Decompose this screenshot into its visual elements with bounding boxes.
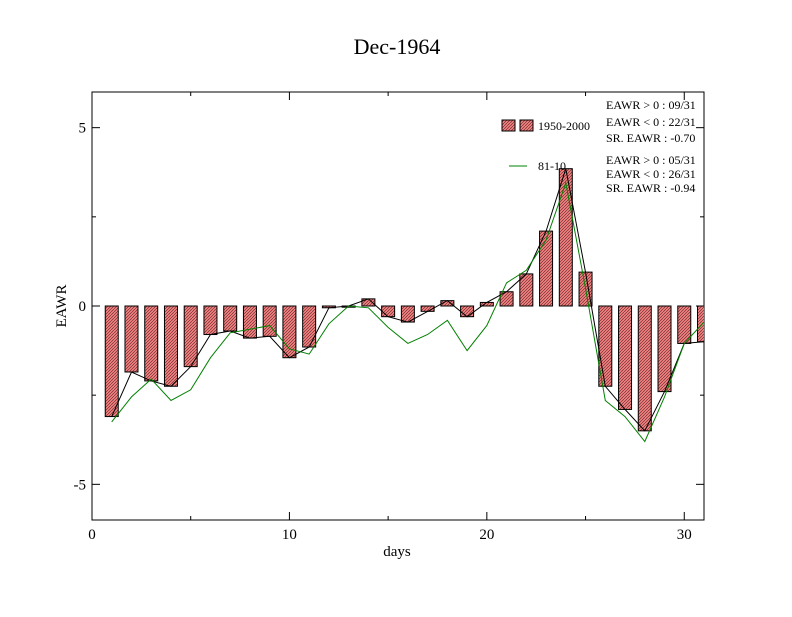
bar-day-15 (381, 305, 396, 318)
chart-title: Dec-1964 (354, 34, 441, 59)
bar-day-23 (539, 230, 554, 307)
bar-day-7 (223, 305, 238, 332)
x-tick-label: 0 (88, 527, 96, 543)
bar-day-5 (183, 305, 198, 368)
legend: 1950-2000 81-10 EAWR > 0 : 09/31 EAWR < 0 :… (501, 98, 696, 195)
plot-area (104, 168, 704, 443)
x-tick-label: 30 (677, 527, 692, 543)
x-tick-label: 20 (479, 527, 494, 543)
bar-day-11 (302, 305, 317, 348)
y-tick-label: 0 (79, 299, 87, 315)
bar-day-6 (203, 305, 218, 336)
bar-day-4 (163, 305, 178, 387)
bar-day-9 (262, 305, 277, 337)
bar-day-1 (104, 305, 119, 418)
x-axis-label: days (383, 544, 411, 560)
legend-bar-swatch (519, 119, 534, 132)
bar-day-24 (558, 168, 573, 307)
annotation-text: EAWR > 0 : 05/31 (606, 153, 696, 167)
annotation-text: SR. EAWR : -0.94 (606, 181, 695, 195)
bar-day-28 (637, 305, 652, 432)
bar-day-22 (519, 273, 534, 307)
x-tick-label: 10 (282, 527, 297, 543)
bar-day-27 (618, 305, 633, 410)
annotation-text: SR. EAWR : -0.70 (606, 131, 695, 145)
y-axis-label: EAWR (54, 285, 70, 328)
bar-day-3 (144, 305, 159, 382)
legend-label-1950-2000: 1950-2000 (538, 119, 590, 133)
bar-day-31 (697, 305, 704, 343)
y-tick-label: 5 (79, 121, 87, 137)
bar-day-19 (460, 305, 475, 318)
bar-day-29 (657, 305, 672, 393)
annotation-text: EAWR < 0 : 26/31 (606, 167, 696, 181)
bar-day-8 (242, 305, 257, 339)
series-line-0 (111, 168, 704, 432)
bar-day-2 (124, 305, 139, 373)
series-line-81-10 (111, 180, 704, 443)
annotation-text: EAWR > 0 : 09/31 (606, 98, 696, 112)
y-tick-label: -5 (74, 477, 87, 493)
legend-bar-swatch (501, 119, 516, 132)
annotation-text: EAWR < 0 : 22/31 (606, 115, 696, 129)
legend-label-81-10: 81-10 (538, 159, 566, 173)
